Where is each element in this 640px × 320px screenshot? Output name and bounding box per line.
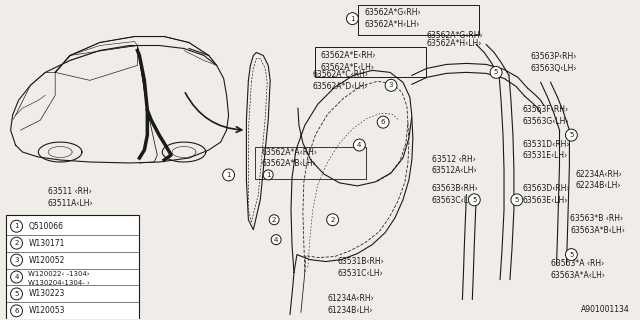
Text: 1: 1 [266,172,271,178]
Text: 1: 1 [350,16,355,22]
Text: 63562A*G‹RH›: 63562A*G‹RH› [427,31,483,40]
Text: 63562A*A‹RH›
63562A*B‹LH›: 63562A*A‹RH› 63562A*B‹LH› [261,148,317,168]
Text: 63562A*G‹RH›
63562A*H‹LH›: 63562A*G‹RH› 63562A*H‹LH› [364,8,421,29]
Circle shape [11,237,22,249]
Text: 5: 5 [472,197,477,203]
Text: A901001134: A901001134 [581,305,630,314]
Circle shape [326,214,339,226]
Circle shape [377,116,389,128]
Text: 63531D‹RH›
63531E‹LH›: 63531D‹RH› 63531E‹LH› [523,140,570,160]
Circle shape [11,288,22,300]
Circle shape [11,220,22,232]
Text: 63562A*C‹RH›
63562A*D‹LH›: 63562A*C‹RH› 63562A*D‹LH› [313,70,369,91]
FancyBboxPatch shape [315,47,426,77]
Text: 5: 5 [515,197,519,203]
Text: 1: 1 [227,172,231,178]
Text: 4: 4 [14,274,19,280]
Text: 63563*B ‹RH›
63563A*B‹LH›: 63563*B ‹RH› 63563A*B‹LH› [570,214,625,235]
Circle shape [269,215,279,225]
Text: Q510066: Q510066 [28,222,63,231]
Text: 63563P‹RH›
63563Q‹LH›: 63563P‹RH› 63563Q‹LH› [531,52,577,73]
Text: 5: 5 [14,291,19,297]
Circle shape [511,194,523,206]
Circle shape [11,254,22,266]
Text: 61234A‹RH›
61234B‹LH›: 61234A‹RH› 61234B‹LH› [328,294,374,315]
Text: 4: 4 [274,237,278,243]
Text: 2: 2 [330,217,335,223]
Circle shape [566,129,577,141]
Text: W120052: W120052 [28,256,65,265]
Text: 63563B‹RH›
63563C‹LH›: 63563B‹RH› 63563C‹LH› [432,184,479,205]
Circle shape [468,194,480,206]
Text: 2: 2 [14,240,19,246]
Text: 63563F‹RH›
63563G‹LH›: 63563F‹RH› 63563G‹LH› [523,105,570,125]
Text: W130223: W130223 [28,289,65,299]
Text: 2: 2 [272,217,276,223]
Text: 5: 5 [569,132,573,138]
Text: 5: 5 [494,69,499,76]
Circle shape [271,235,281,244]
Text: W130171: W130171 [28,239,65,248]
Circle shape [353,139,365,151]
Text: 63562A*E‹RH›
63562A*F‹LH›: 63562A*E‹RH› 63562A*F‹LH› [321,51,376,72]
Text: 1: 1 [14,223,19,229]
Text: 6: 6 [14,308,19,314]
Text: 5: 5 [569,252,573,258]
Circle shape [11,271,22,283]
Circle shape [263,170,273,180]
Text: 6: 6 [381,119,385,125]
Text: 62234A‹RH›
62234B‹LH›: 62234A‹RH› 62234B‹LH› [575,170,622,190]
Text: W120022‹ -1304›: W120022‹ -1304› [28,271,90,277]
Text: 4: 4 [357,142,362,148]
FancyBboxPatch shape [358,5,479,35]
Text: 63563*A ‹RH›
63563A*A‹LH›: 63563*A ‹RH› 63563A*A‹LH› [550,259,605,280]
Circle shape [385,79,397,91]
Text: 63562A*H‹LH›: 63562A*H‹LH› [427,39,482,48]
FancyBboxPatch shape [6,215,140,320]
Text: 3: 3 [389,82,394,88]
Text: W130204‹1304- ›: W130204‹1304- › [28,280,90,286]
Circle shape [490,67,502,78]
Circle shape [566,249,577,260]
Circle shape [11,305,22,317]
Circle shape [223,169,234,181]
Text: 63511 ‹RH›
63511A‹LH›: 63511 ‹RH› 63511A‹LH› [47,187,93,208]
FancyBboxPatch shape [255,147,366,179]
Circle shape [346,13,358,25]
Text: W120053: W120053 [28,306,65,315]
Text: 3: 3 [14,257,19,263]
Text: 63512 ‹RH›
63512A‹LH›: 63512 ‹RH› 63512A‹LH› [432,155,477,175]
Text: 63563D‹RH›
63563E‹LH›: 63563D‹RH› 63563E‹LH› [523,184,570,205]
Text: 63531B‹RH›
63531C‹LH›: 63531B‹RH› 63531C‹LH› [337,257,384,278]
